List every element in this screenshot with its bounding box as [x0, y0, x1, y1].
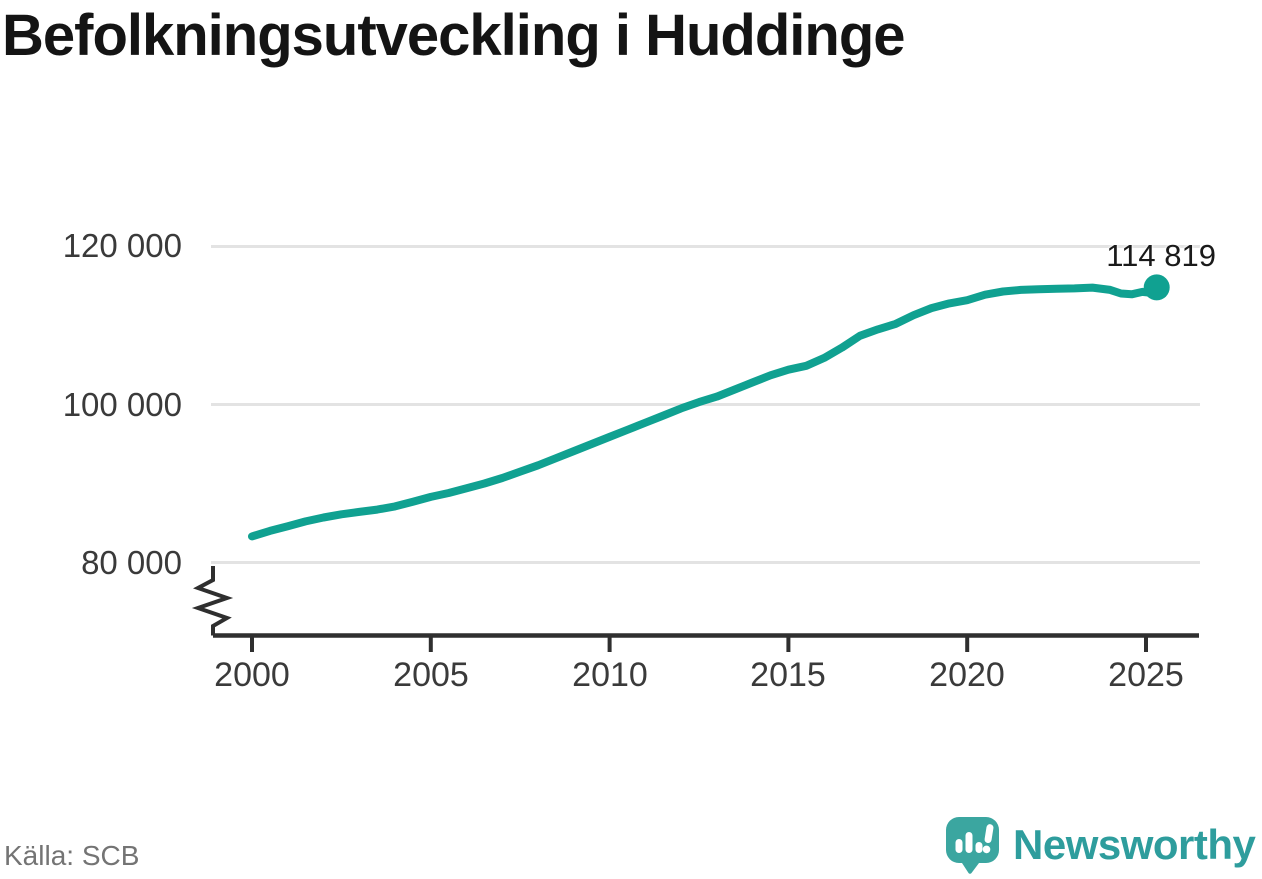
x-tick-label: 2005 — [393, 656, 469, 694]
x-tick-label: 2025 — [1108, 656, 1184, 694]
chart-title: Befolkningsutveckling i Huddinge — [2, 3, 906, 68]
axis-break-icon — [191, 566, 234, 636]
newsworthy-logo: Newsworthy — [944, 814, 1256, 876]
latest-value-label: 114 819 — [1106, 238, 1216, 273]
latest-point-marker — [1143, 274, 1170, 301]
population-line — [248, 283, 1161, 541]
brand-name: Newsworthy — [1013, 821, 1256, 868]
newsworthy-bubble-icon — [946, 817, 999, 874]
y-tick-label: 120 000 — [62, 227, 182, 264]
x-tick-label: 2020 — [929, 656, 1005, 694]
bar-chart-glyph — [955, 824, 994, 854]
source-note: Källa: SCB — [4, 840, 140, 871]
x-tick-label: 2015 — [750, 656, 826, 694]
x-tick-label: 2010 — [572, 656, 648, 694]
y-tick-label: 100 000 — [62, 386, 182, 423]
y-tick-label: 80 000 — [81, 544, 182, 581]
x-tick-label: 2000 — [214, 656, 290, 694]
